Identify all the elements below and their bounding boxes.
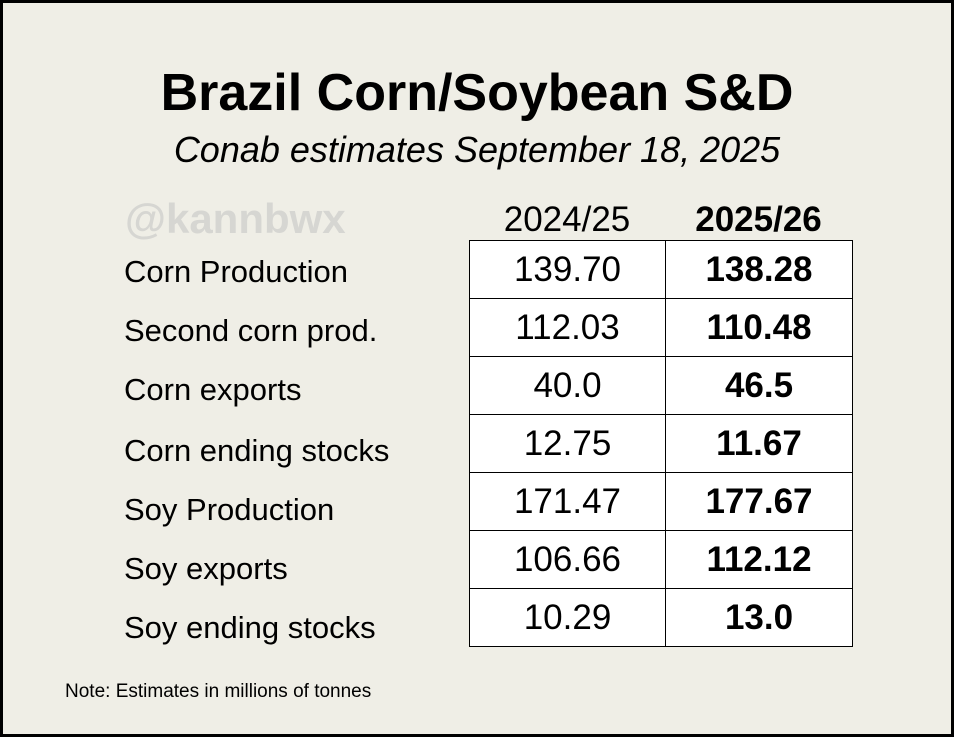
- table-cell: 12.75: [469, 414, 666, 473]
- table-row: 139.70 138.28: [469, 240, 853, 299]
- footnote: Note: Estimates in millions of tonnes: [65, 681, 372, 702]
- table-cell: 110.48: [665, 298, 853, 357]
- row-label-corn-production: Corn Production: [124, 254, 349, 289]
- table-row: 171.47 177.67: [469, 472, 853, 531]
- table-cell: 171.47: [469, 472, 666, 531]
- table-row: 112.03 110.48: [469, 298, 853, 357]
- row-label-soy-exports: Soy exports: [124, 551, 288, 586]
- table-cell: 177.67: [665, 472, 853, 531]
- data-table: 139.70 138.28 112.03 110.48 40.0 46.5 12…: [469, 240, 853, 647]
- table-cell: 40.0: [469, 356, 666, 415]
- table-cell: 139.70: [469, 240, 666, 299]
- watermark: @kannbwx: [125, 195, 346, 242]
- chart-subtitle: Conab estimates September 18, 2025: [173, 129, 781, 170]
- table-cell: 11.67: [665, 414, 853, 473]
- column-header-2025-26: 2025/26: [695, 200, 822, 239]
- table-cell: 10.29: [469, 588, 666, 647]
- chart-title: Brazil Corn/Soybean S&D: [160, 64, 794, 122]
- table-cell: 106.66: [469, 530, 666, 589]
- table-cell: 138.28: [665, 240, 853, 299]
- table-cell: 112.12: [665, 530, 853, 589]
- table-row: 12.75 11.67: [469, 414, 853, 473]
- table-row: 106.66 112.12: [469, 530, 853, 589]
- row-label-soy-ending-stocks: Soy ending stocks: [124, 610, 376, 645]
- row-label-soy-production: Soy Production: [124, 492, 335, 527]
- table-cell: 46.5: [665, 356, 853, 415]
- table-row: 10.29 13.0: [469, 588, 853, 647]
- table-row: 40.0 46.5: [469, 356, 853, 415]
- row-label-second-corn-prod: Second corn prod.: [124, 313, 378, 348]
- row-label-corn-ending-stocks: Corn ending stocks: [124, 433, 390, 468]
- table-cell: 112.03: [469, 298, 666, 357]
- row-label-corn-exports: Corn exports: [124, 372, 302, 407]
- column-header-2024-25: 2024/25: [503, 200, 631, 239]
- table-cell: 13.0: [665, 588, 853, 647]
